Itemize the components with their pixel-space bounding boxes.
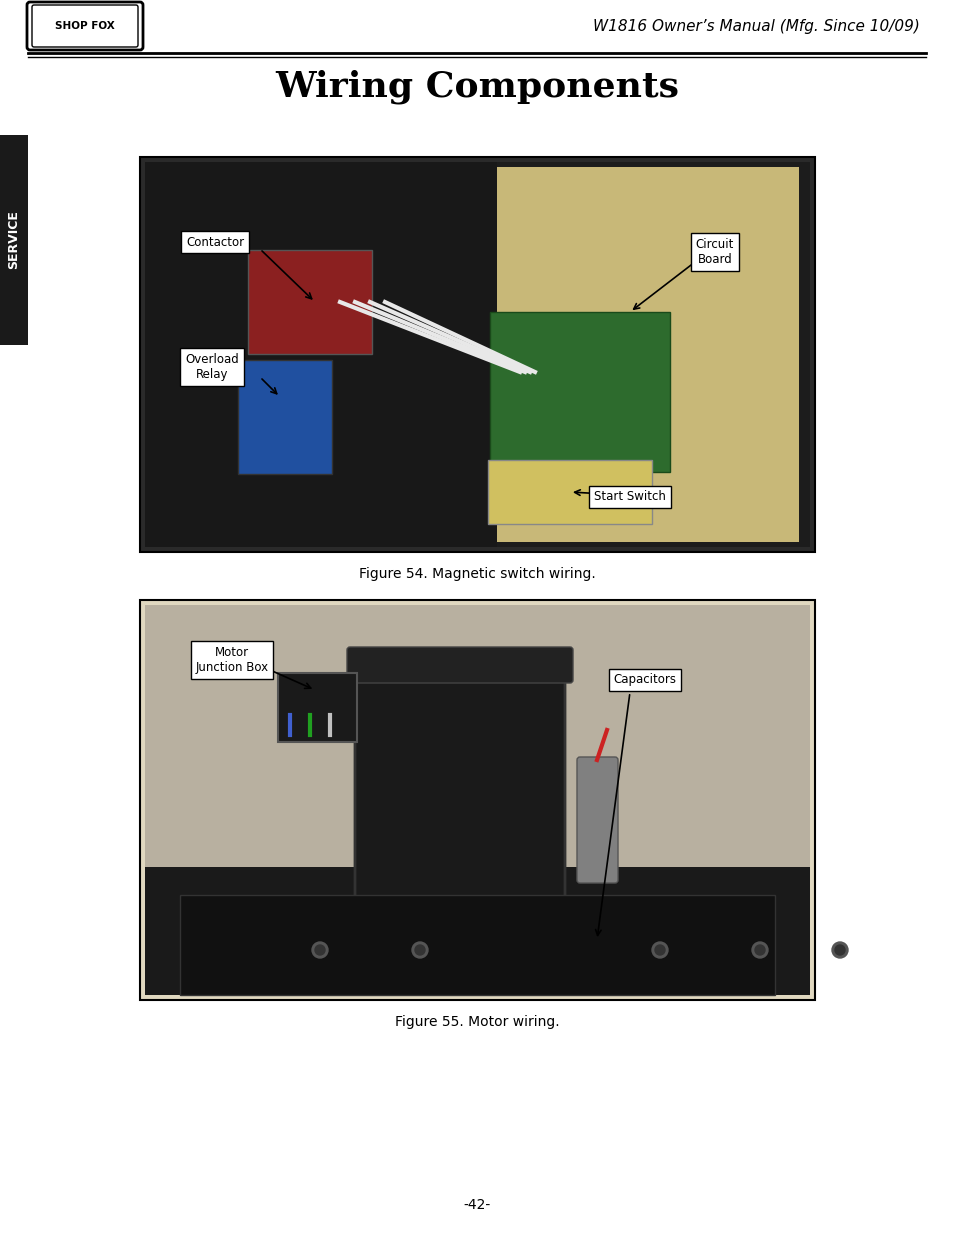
FancyBboxPatch shape <box>140 157 814 552</box>
Circle shape <box>412 942 428 958</box>
FancyBboxPatch shape <box>27 2 143 49</box>
FancyBboxPatch shape <box>145 162 497 547</box>
FancyBboxPatch shape <box>145 605 809 867</box>
FancyBboxPatch shape <box>140 600 814 1000</box>
FancyBboxPatch shape <box>490 312 669 472</box>
Text: Overload
Relay: Overload Relay <box>185 353 238 382</box>
FancyBboxPatch shape <box>355 655 564 905</box>
FancyBboxPatch shape <box>248 249 372 354</box>
Circle shape <box>754 945 764 955</box>
Text: SHOP FOX: SHOP FOX <box>55 21 114 31</box>
FancyBboxPatch shape <box>180 895 774 995</box>
Circle shape <box>415 945 424 955</box>
Text: Circuit
Board: Circuit Board <box>695 238 734 266</box>
FancyBboxPatch shape <box>488 459 651 524</box>
Text: Capacitors: Capacitors <box>613 673 676 687</box>
FancyBboxPatch shape <box>145 162 809 547</box>
FancyBboxPatch shape <box>497 167 799 542</box>
FancyBboxPatch shape <box>32 5 138 47</box>
Circle shape <box>314 945 325 955</box>
Text: -42-: -42- <box>463 1198 490 1212</box>
Text: W1816 Owner’s Manual (Mfg. Since 10/09): W1816 Owner’s Manual (Mfg. Since 10/09) <box>593 19 919 33</box>
Circle shape <box>751 942 767 958</box>
FancyBboxPatch shape <box>145 862 809 995</box>
Circle shape <box>834 945 844 955</box>
Text: Figure 55. Motor wiring.: Figure 55. Motor wiring. <box>395 1015 558 1029</box>
FancyBboxPatch shape <box>277 673 356 742</box>
Text: Contactor: Contactor <box>186 236 244 248</box>
Text: Wiring Components: Wiring Components <box>274 69 679 104</box>
Text: Figure 54. Magnetic switch wiring.: Figure 54. Magnetic switch wiring. <box>358 567 595 580</box>
FancyBboxPatch shape <box>347 647 573 683</box>
Text: SERVICE: SERVICE <box>8 210 20 269</box>
Circle shape <box>831 942 847 958</box>
Text: Motor
Junction Box: Motor Junction Box <box>195 646 269 674</box>
Circle shape <box>651 942 667 958</box>
FancyBboxPatch shape <box>0 135 28 345</box>
Text: Start Switch: Start Switch <box>594 490 665 504</box>
Circle shape <box>312 942 328 958</box>
Circle shape <box>655 945 664 955</box>
FancyBboxPatch shape <box>577 757 618 883</box>
FancyBboxPatch shape <box>237 359 332 474</box>
